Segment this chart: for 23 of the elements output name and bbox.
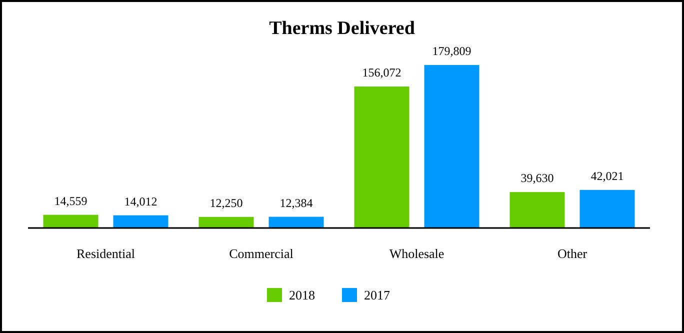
- bar: [43, 214, 98, 228]
- data-label: 12,250: [210, 196, 243, 210]
- data-label: 14,012: [124, 194, 158, 208]
- bar: [354, 86, 410, 228]
- legend-label: 2017: [364, 288, 390, 302]
- bar: [424, 65, 480, 228]
- data-label: 179,809: [432, 44, 472, 58]
- data-label: 12,384: [280, 196, 313, 210]
- data-label: 42,021: [590, 168, 624, 183]
- x-tick-label: Other: [557, 246, 588, 261]
- legend-label: 2018: [289, 288, 315, 302]
- bar: [268, 216, 324, 228]
- bar: [580, 190, 635, 228]
- data-label: 14,559: [54, 194, 88, 208]
- x-tick-label: Wholesale: [389, 246, 444, 261]
- x-tick-label: Residential: [76, 246, 136, 261]
- bar: [198, 216, 254, 228]
- data-label: 156,072: [362, 66, 402, 80]
- bar: [510, 192, 565, 228]
- x-tick-label: Commercial: [229, 246, 294, 261]
- chart-title: Therms Delivered: [269, 18, 416, 39]
- bar: [113, 215, 168, 228]
- data-label: 39,630: [520, 171, 554, 186]
